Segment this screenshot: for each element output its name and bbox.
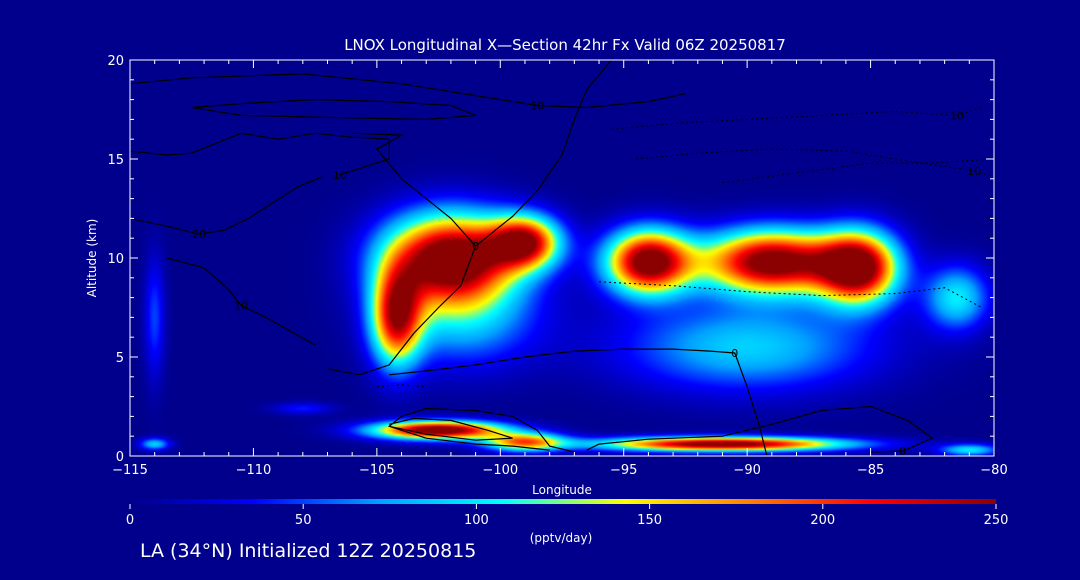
- y-tick-label: 10: [107, 252, 124, 267]
- contour-line: [352, 132, 477, 247]
- y-tick-label: 20: [107, 54, 124, 69]
- contour-line: [389, 348, 768, 456]
- y-axis-ticks: 0 5 10 15 20: [107, 54, 994, 465]
- contour-label: 0: [731, 347, 738, 360]
- x-tick-label: −85: [857, 463, 884, 478]
- chart-title: LNOX Longitudinal X—Section 42hr Fx Vali…: [344, 36, 786, 54]
- x-tick-label: −105: [359, 463, 395, 478]
- colorbar-tick-label: 0: [126, 513, 134, 528]
- heatmap-field: [130, 60, 994, 456]
- x-tick-label: −90: [733, 463, 760, 478]
- x-tick-label: −115: [112, 463, 148, 478]
- contour-line: [586, 405, 934, 453]
- colorbar-label: (pptv/day): [530, 531, 593, 545]
- colorbar-tick-label: 100: [464, 513, 489, 528]
- contour-line: [611, 107, 982, 130]
- contour-line: [636, 148, 994, 178]
- contour-lines: 0 0 0 10 20 10 10 10 10: [130, 60, 994, 458]
- contour-label: 0: [472, 240, 479, 253]
- y-tick-label: 0: [116, 450, 124, 465]
- contour-label: 10: [950, 109, 964, 122]
- contour-label: 10: [333, 169, 347, 182]
- colorbar-tick-label: 200: [810, 513, 835, 528]
- colorbar: [130, 499, 996, 504]
- contour-line: [598, 281, 982, 308]
- y-axis-label: Altitude (km): [85, 219, 99, 298]
- footer-caption: LA (34°N) Initialized 12Z 20250815: [140, 540, 477, 562]
- contour-label: 0: [899, 445, 906, 458]
- colorbar-tick-label: 150: [637, 513, 662, 528]
- colorbar-tick-label: 50: [295, 513, 312, 528]
- x-tick-label: −95: [610, 463, 637, 478]
- colorbar-ticks: 0 50 100 150 200 250: [126, 504, 1009, 528]
- contour-line: [387, 407, 575, 453]
- x-axis-label: Longitude: [532, 483, 592, 497]
- y-tick-label: 15: [107, 153, 124, 168]
- contour-label: 10: [967, 165, 981, 178]
- contour-line: [722, 158, 994, 184]
- x-tick-label: −80: [980, 463, 1007, 478]
- x-tick-label: −110: [236, 463, 272, 478]
- y-tick-label: 5: [116, 351, 124, 366]
- contour-line: [191, 99, 476, 121]
- x-tick-label: −100: [482, 463, 518, 478]
- contour-label: 20: [192, 228, 206, 241]
- contour-label: 10: [234, 300, 248, 313]
- contour-line: [389, 417, 513, 441]
- contour-line: [166, 257, 316, 346]
- contour-line: [130, 176, 323, 235]
- contour-label: 10: [530, 100, 544, 113]
- contour-line: [130, 73, 686, 109]
- contour-line: [130, 132, 390, 176]
- colorbar-tick-label: 250: [984, 513, 1009, 528]
- x-axis-ticks: −115 −110 −105 −100 −95 −90 −85 −80: [112, 60, 1008, 478]
- contour-line: [376, 384, 427, 388]
